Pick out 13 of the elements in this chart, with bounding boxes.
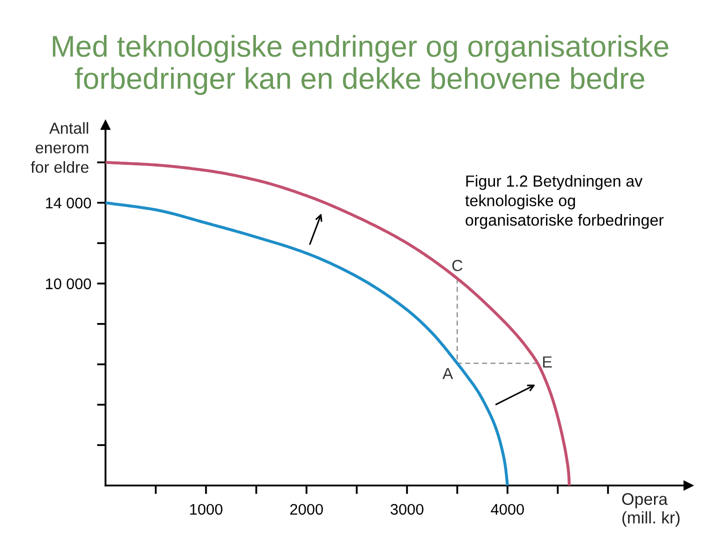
- annotation: Figur 1.2 Betydningen av teknologiske og organisatoriske forbedringer: [465, 175, 664, 229]
- x-tick-label: 1000: [190, 504, 222, 515]
- data-label: E: [543, 356, 552, 368]
- data-label: A: [442, 368, 454, 380]
- chart-title: Med teknologiske endringer og organisatoriske forbedringer kan en dekke behovene bedre: [52, 35, 668, 95]
- x-tick-label: 2000: [290, 504, 323, 515]
- y-axis-title: Antall enerom for eldre: [30, 122, 88, 173]
- y-tick-label: 14 000: [46, 198, 92, 208]
- x-tick-label: 4000: [490, 504, 524, 515]
- y-tick-label: 10 000: [46, 278, 92, 290]
- x-axis-title: Opera (mill. kr): [622, 493, 680, 527]
- x-tick-label: 3000: [390, 504, 424, 515]
- data-label: C: [452, 260, 462, 272]
